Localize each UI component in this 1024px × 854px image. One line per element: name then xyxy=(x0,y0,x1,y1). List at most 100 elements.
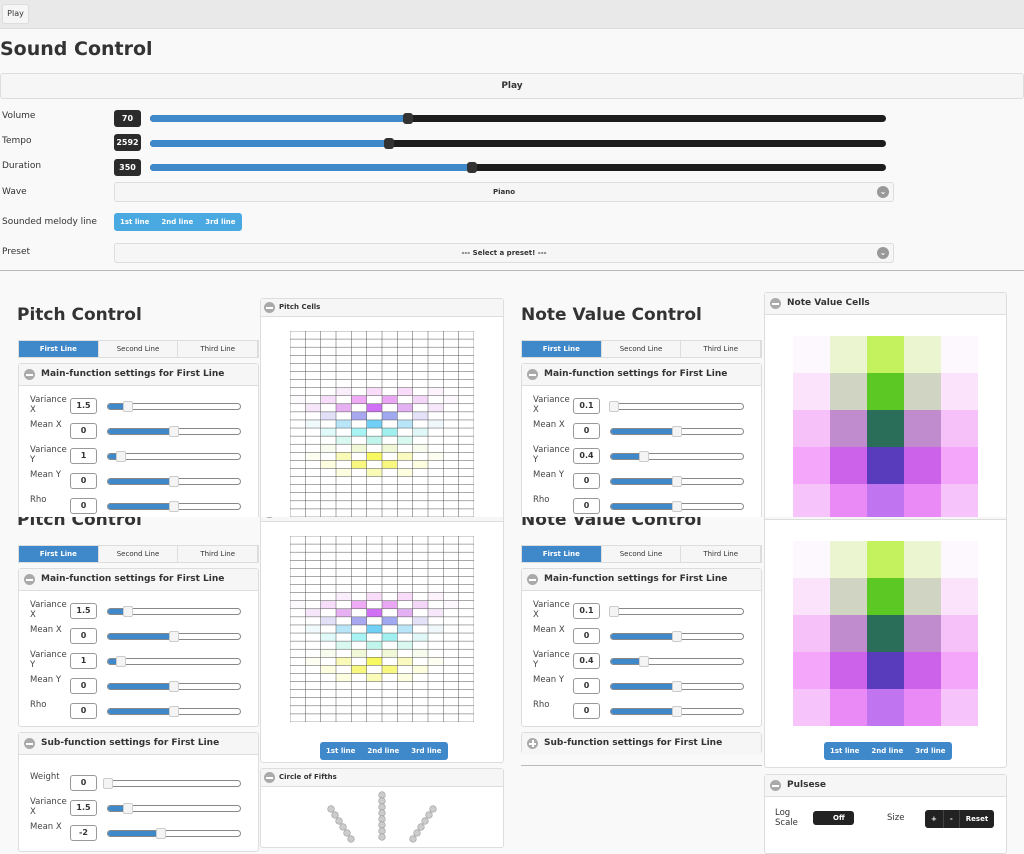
setting-value-input[interactable]: 0 xyxy=(70,498,97,514)
setting-value-input[interactable]: 0 xyxy=(70,775,97,791)
setting-slider[interactable] xyxy=(610,476,744,487)
pitch-cell[interactable] xyxy=(336,468,352,477)
note-value-cell[interactable] xyxy=(793,336,830,373)
wave-select[interactable]: Piano ⌄ xyxy=(114,182,894,202)
pitch-cell[interactable] xyxy=(397,624,413,634)
note-value-cell[interactable] xyxy=(941,689,978,726)
tab-third-line[interactable]: Third Line xyxy=(681,341,762,357)
tab-second-line[interactable]: Second Line xyxy=(602,546,682,562)
note-value-cell[interactable] xyxy=(830,484,867,517)
tab-first-line[interactable]: First Line xyxy=(19,546,99,562)
note-main-header[interactable]: Main-function settings for First Line xyxy=(522,569,761,591)
pitch-cell[interactable] xyxy=(428,403,444,412)
tab-third-line[interactable]: Third Line xyxy=(178,546,259,562)
pitch-cell[interactable] xyxy=(412,444,428,453)
setting-slider[interactable] xyxy=(107,451,241,462)
note-value-cell[interactable] xyxy=(941,447,978,484)
pitch-cell[interactable] xyxy=(412,600,428,609)
setting-value-input[interactable]: 0 xyxy=(573,678,600,694)
setting-slider[interactable] xyxy=(610,656,744,667)
pulses-header[interactable]: Pulsese xyxy=(765,775,1006,797)
slider-thumb[interactable] xyxy=(169,681,179,692)
note-value-cell[interactable] xyxy=(793,689,830,726)
slider-thumb[interactable] xyxy=(103,778,113,789)
pitch-cell[interactable] xyxy=(397,452,413,461)
note-value-cell[interactable] xyxy=(941,615,978,652)
tab-second-line[interactable]: Second Line xyxy=(602,341,682,357)
pitch-main-header[interactable]: Main-function settings for First Line xyxy=(19,364,258,386)
play-button[interactable]: Play xyxy=(0,73,1024,99)
setting-value-input[interactable]: 1 xyxy=(70,653,97,669)
pitch-cell[interactable] xyxy=(397,419,413,429)
setting-value-input[interactable]: -2 xyxy=(70,825,97,841)
pitch-cell[interactable] xyxy=(397,673,413,682)
slider-thumb[interactable] xyxy=(116,451,127,462)
pitch-main-header[interactable]: Main-function settings for First Line xyxy=(19,569,258,591)
note-value-cell[interactable] xyxy=(830,373,867,410)
note-cells-header[interactable]: Note Value Cells xyxy=(765,293,1006,315)
pitch-cell[interactable] xyxy=(366,657,382,666)
note-value-cell[interactable] xyxy=(941,336,978,373)
note-3rd-line-button[interactable]: 3rd line xyxy=(915,747,946,755)
pitch-cell[interactable] xyxy=(320,633,336,642)
setting-slider[interactable] xyxy=(107,476,241,487)
slider-thumb[interactable] xyxy=(116,656,127,667)
collapse-icon[interactable] xyxy=(770,780,781,791)
collapse-icon[interactable] xyxy=(527,369,538,380)
slider-thumb[interactable] xyxy=(169,501,179,512)
pitch-cell[interactable] xyxy=(412,633,428,642)
note-value-cell[interactable] xyxy=(867,652,904,689)
pitch-cell[interactable] xyxy=(305,452,321,461)
setting-slider[interactable] xyxy=(610,426,744,437)
top-play-button[interactable]: Play xyxy=(2,4,29,24)
setting-value-input[interactable]: 1.5 xyxy=(70,398,97,414)
note-value-cell[interactable] xyxy=(867,578,904,615)
slider-thumb[interactable] xyxy=(169,631,179,642)
pitch-cell[interactable] xyxy=(397,657,413,666)
tempo-slider[interactable] xyxy=(150,138,886,149)
slider-thumb[interactable] xyxy=(672,501,682,512)
slider-thumb[interactable] xyxy=(122,606,133,617)
note-value-cell[interactable] xyxy=(941,484,978,517)
pitch-cell[interactable] xyxy=(305,403,321,412)
note-2nd-line-button[interactable]: 2nd line xyxy=(871,747,904,755)
slider-thumb[interactable] xyxy=(672,681,682,692)
setting-slider[interactable] xyxy=(610,501,744,512)
pitch-cell[interactable] xyxy=(428,657,444,666)
note-value-cell[interactable] xyxy=(793,410,830,447)
pitch-cell[interactable] xyxy=(382,428,398,437)
pitch-cell[interactable] xyxy=(336,592,352,601)
setting-slider[interactable] xyxy=(107,828,241,839)
note-1st-line-button[interactable]: 1st line xyxy=(830,747,860,755)
melody-2nd-line-button[interactable]: 2nd line xyxy=(161,218,194,226)
melody-3rd-line-button[interactable]: 3rd line xyxy=(205,218,236,226)
pitch-cell[interactable] xyxy=(351,633,367,642)
note-value-cell[interactable] xyxy=(941,541,978,578)
pitch-cell[interactable] xyxy=(351,600,367,609)
pitch-cell[interactable] xyxy=(397,387,413,396)
note-value-cell[interactable] xyxy=(867,541,904,578)
slider-thumb[interactable] xyxy=(122,803,133,814)
collapse-icon[interactable] xyxy=(527,574,538,585)
setting-value-input[interactable]: 0 xyxy=(70,423,97,439)
slider-thumb[interactable] xyxy=(384,138,395,149)
setting-value-input[interactable]: 0 xyxy=(573,423,600,439)
pitch-cell[interactable] xyxy=(320,600,336,609)
note-value-cell[interactable] xyxy=(904,447,941,484)
pitch-cell[interactable] xyxy=(428,624,444,634)
pitch-cell[interactable] xyxy=(366,468,382,477)
pitch-cell[interactable] xyxy=(351,411,367,420)
pitch-cell[interactable] xyxy=(366,673,382,682)
tab-first-line[interactable]: First Line xyxy=(522,546,602,562)
setting-value-input[interactable]: 0 xyxy=(573,473,600,489)
pitch-cells-grid[interactable] xyxy=(290,331,474,517)
note-value-cell[interactable] xyxy=(904,578,941,615)
setting-slider[interactable] xyxy=(107,401,241,412)
setting-slider[interactable] xyxy=(608,606,744,617)
note-value-cell[interactable] xyxy=(904,484,941,517)
collapse-icon[interactable] xyxy=(264,302,275,313)
setting-value-input[interactable]: 0 xyxy=(573,703,600,719)
pitch-cell[interactable] xyxy=(366,592,382,601)
collapse-icon[interactable] xyxy=(770,298,781,309)
pitch-cell[interactable] xyxy=(336,624,352,634)
